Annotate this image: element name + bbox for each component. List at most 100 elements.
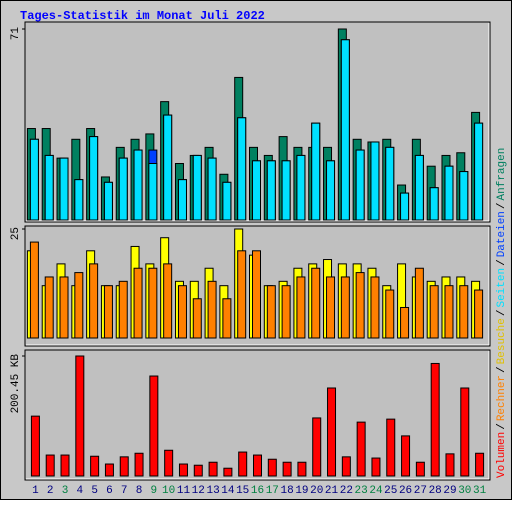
x-tick-label: 3 xyxy=(62,485,69,497)
bar xyxy=(133,267,143,339)
bar xyxy=(445,453,455,477)
legend-separator: / xyxy=(496,202,508,209)
bar xyxy=(60,454,70,477)
bar xyxy=(148,267,158,339)
bar xyxy=(385,146,395,221)
x-tick-label: 2 xyxy=(47,485,54,497)
bar xyxy=(89,263,99,339)
x-tick-label: 18 xyxy=(281,485,294,497)
bar xyxy=(370,141,380,221)
bar xyxy=(311,267,321,339)
bar xyxy=(29,241,39,339)
x-tick-label: 4 xyxy=(77,485,84,497)
bar xyxy=(29,138,39,221)
legend-separator: / xyxy=(496,310,508,317)
x-tick-label: 20 xyxy=(310,485,323,497)
x-tick-label: 6 xyxy=(106,485,113,497)
x-tick-label: 26 xyxy=(399,485,412,497)
bar xyxy=(74,272,84,339)
bar xyxy=(444,285,454,339)
bar xyxy=(75,355,85,477)
x-tick-label: 16 xyxy=(251,485,264,497)
bar xyxy=(281,285,291,339)
y-tick-label: 25 xyxy=(10,227,22,240)
legend-entry: Seiten xyxy=(496,268,508,308)
bar xyxy=(429,285,439,339)
bar xyxy=(414,267,424,339)
x-tick-label: 19 xyxy=(295,485,308,497)
x-tick-label: 13 xyxy=(206,485,219,497)
bar xyxy=(89,136,99,221)
x-tick-label: 24 xyxy=(369,485,383,497)
bar xyxy=(475,452,485,477)
y-tick-label: 200.45 KB xyxy=(10,354,22,414)
x-tick-label: 15 xyxy=(236,485,249,497)
bar xyxy=(266,285,276,339)
x-tick-label: 8 xyxy=(136,485,143,497)
bar xyxy=(59,276,69,339)
bar xyxy=(326,160,336,221)
bar xyxy=(340,39,350,221)
bar xyxy=(400,306,410,339)
x-tick-label: 10 xyxy=(162,485,175,497)
x-tick-label: 25 xyxy=(384,485,397,497)
bar xyxy=(460,387,470,477)
bar xyxy=(163,114,173,221)
bar xyxy=(400,192,410,221)
bar xyxy=(296,276,306,339)
bar xyxy=(74,179,84,221)
x-tick-label: 17 xyxy=(266,485,279,497)
bar xyxy=(237,250,247,339)
bar xyxy=(238,451,248,477)
x-tick-label: 5 xyxy=(91,485,98,497)
bar xyxy=(252,160,261,221)
legend-entry: Rechner xyxy=(496,375,508,421)
legend-entry: Volumen xyxy=(496,432,508,478)
legend-entry: Dateien xyxy=(496,211,508,257)
bar xyxy=(474,289,484,339)
bar xyxy=(401,435,411,477)
bar xyxy=(207,157,217,221)
bar xyxy=(44,154,54,221)
x-tick-label: 11 xyxy=(177,485,191,497)
bar xyxy=(223,467,233,477)
bar xyxy=(459,285,469,339)
bar xyxy=(237,117,247,221)
x-tick-label: 12 xyxy=(192,485,205,497)
x-tick-label: 31 xyxy=(473,485,487,497)
bar xyxy=(444,165,454,221)
x-tick-label: 28 xyxy=(429,485,442,497)
legend: Volumen/Rechner/Besuche/Seiten/Dateien/A… xyxy=(496,148,508,478)
bar xyxy=(326,276,336,339)
bar xyxy=(312,417,322,477)
bar xyxy=(178,463,188,477)
bar xyxy=(222,181,232,221)
legend-separator: / xyxy=(496,366,508,373)
x-tick-label: 30 xyxy=(458,485,471,497)
bar xyxy=(296,154,306,221)
chart-title: Tages-Statistik im Monat Juli 2022 xyxy=(20,9,265,23)
bar xyxy=(370,276,380,339)
x-tick-label: 21 xyxy=(325,485,339,497)
bar xyxy=(148,163,158,221)
bar xyxy=(386,418,396,477)
x-tick-label: 27 xyxy=(414,485,427,497)
bar xyxy=(44,276,54,339)
bar xyxy=(430,362,440,477)
bar xyxy=(356,421,366,477)
x-tick-label: 29 xyxy=(443,485,456,497)
bar xyxy=(371,457,381,477)
y-tick-label: 71 xyxy=(10,27,22,41)
bar xyxy=(341,456,351,477)
bar xyxy=(118,157,128,221)
bar xyxy=(355,272,365,339)
legend-separator: / xyxy=(496,259,508,266)
bar xyxy=(282,461,292,477)
bar xyxy=(90,455,100,477)
bar xyxy=(149,375,159,477)
bar xyxy=(281,160,291,221)
bar xyxy=(415,461,425,477)
bar xyxy=(267,458,277,477)
bar xyxy=(222,298,232,339)
